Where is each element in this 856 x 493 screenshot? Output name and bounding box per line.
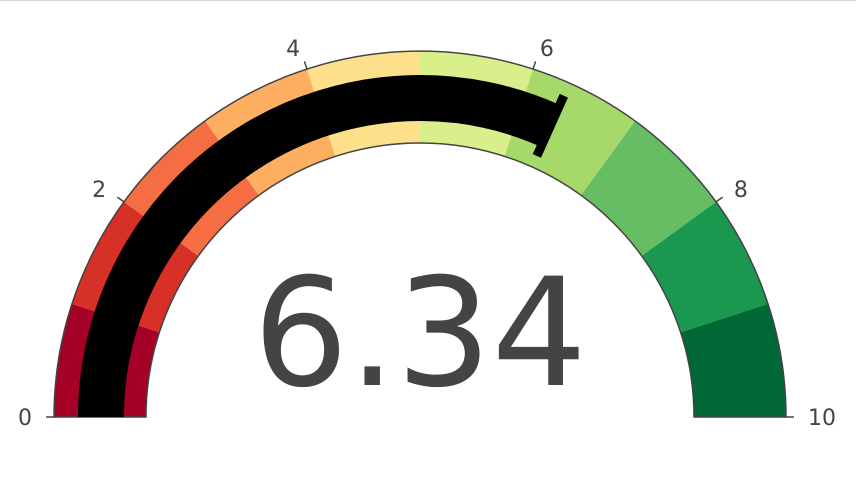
gauge-value-bar: [78, 75, 560, 418]
gauge-tick-label-3: 6: [540, 37, 554, 62]
gauge-axis-ticks: 0 2 4 6 8 10: [18, 37, 836, 431]
gauge-tick-label-4: 8: [734, 178, 748, 203]
gauge-tick-mark-1: [116, 196, 125, 203]
gauge-tick-mark-4: [715, 196, 724, 203]
gauge-step-9: [680, 303, 786, 417]
gauge-tick-label-5: 10: [808, 406, 836, 431]
gauge-tick-label-1: 2: [92, 178, 106, 203]
gauge-tick-label-0: 0: [18, 406, 32, 431]
gauge-value-bar-layer: [78, 75, 568, 418]
gauge-tick-mark-3: [532, 61, 537, 70]
gauge-threshold-marker: [532, 93, 568, 158]
gauge-tick-label-2: 4: [286, 37, 300, 62]
gauge-step-7: [581, 120, 717, 256]
gauge-outline: [53, 50, 787, 418]
gauge-tick-mark-2: [303, 61, 308, 70]
gauge-value-number: 6.34: [253, 247, 587, 421]
